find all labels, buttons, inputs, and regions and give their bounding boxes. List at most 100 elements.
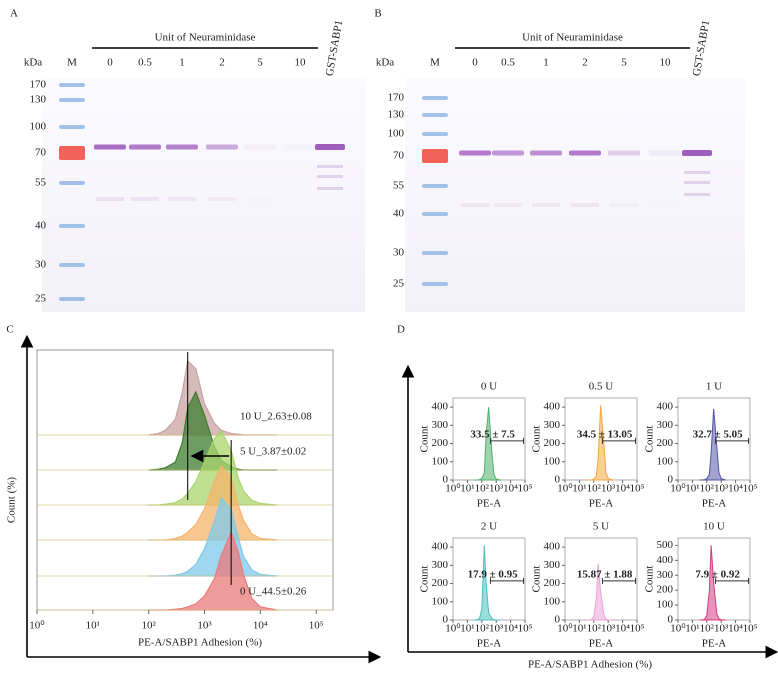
x-tick-label: 10⁵ xyxy=(309,620,324,632)
x-axis-label: PE-A xyxy=(477,638,502,650)
marker-size: 100 xyxy=(30,121,47,133)
y-tick-label: 100 xyxy=(657,455,674,467)
x-tick-label: 10⁰ xyxy=(445,623,461,635)
y-tick-label: 100 xyxy=(544,455,561,467)
marker-band xyxy=(422,149,448,163)
x-axis-label: PE-A xyxy=(477,498,502,510)
panel-label: B xyxy=(374,8,381,20)
group-label: Unit of Neuraminidase xyxy=(522,32,623,44)
marker-band xyxy=(59,181,85,185)
x-tick-label: 10⁰ xyxy=(29,620,45,632)
control-band-faint xyxy=(317,175,343,178)
x-tick-label: 10³ xyxy=(601,483,616,495)
x-tick-label: 10⁰ xyxy=(557,623,573,635)
y-tick-label: 0 xyxy=(555,614,561,626)
marker-size: 30 xyxy=(35,259,47,271)
histogram xyxy=(148,429,278,506)
control-band xyxy=(682,150,712,156)
protein-band xyxy=(569,150,601,156)
faint-band xyxy=(494,203,522,207)
control-band-faint xyxy=(684,193,710,196)
y-tick-label: 500 xyxy=(657,539,674,551)
annotation: 17.9 ± 0.95 xyxy=(468,568,519,580)
protein-band xyxy=(459,150,491,156)
marker-size: 40 xyxy=(393,208,405,220)
y-tick-label: 100 xyxy=(657,599,674,611)
x-tick-label: 10² xyxy=(142,620,157,632)
y-tick-label: 300 xyxy=(657,419,674,431)
x-tick-label: 10⁵ xyxy=(630,623,645,635)
marker-band xyxy=(422,96,448,100)
x-tick-label: 10¹ xyxy=(86,620,100,632)
y-tick-label: 200 xyxy=(432,437,449,449)
histogram xyxy=(586,563,613,621)
y-tick-label: 100 xyxy=(432,595,449,607)
y-tick-label: 300 xyxy=(544,419,561,431)
x-tick-label: 10² xyxy=(475,623,490,635)
y-tick-label: 0 xyxy=(443,614,449,626)
y-tick-label: 0 xyxy=(668,474,674,486)
histogram xyxy=(699,545,726,621)
x-tick-label: 10³ xyxy=(489,623,504,635)
control-band xyxy=(315,144,345,150)
marker-band xyxy=(422,282,448,286)
y-tick-label: 300 xyxy=(657,569,674,581)
y-tick-label: 400 xyxy=(432,401,449,413)
faint-band xyxy=(610,203,638,207)
y-axis-label: Count xyxy=(531,426,543,453)
x-tick-label: 10² xyxy=(587,623,602,635)
x-tick-label: 10³ xyxy=(601,623,616,635)
faint-band xyxy=(208,197,236,201)
marker-size: 55 xyxy=(35,177,47,189)
gel xyxy=(405,78,745,312)
faint-band xyxy=(131,197,159,201)
histogram xyxy=(474,545,501,621)
group-label: Unit of Neuraminidase xyxy=(155,32,256,44)
marker-size: 70 xyxy=(393,150,405,162)
y-tick-label: 400 xyxy=(657,554,674,566)
x-tick-label: 10¹ xyxy=(572,483,586,495)
protein-band xyxy=(206,144,238,150)
y-tick-label: 200 xyxy=(657,584,674,596)
unit-label: kDa xyxy=(24,57,42,69)
x-tick-label: 10³ xyxy=(197,620,212,632)
x-tick-label: 10⁵ xyxy=(743,483,758,495)
control-band-faint xyxy=(317,187,343,190)
marker-band xyxy=(422,132,448,136)
chart-title: 1 U xyxy=(706,381,722,393)
marker-band xyxy=(422,212,448,216)
x-tick-label: 10² xyxy=(587,483,602,495)
chart-title: 0.5 U xyxy=(589,381,614,393)
lane-label: 0.5 xyxy=(138,57,152,69)
chart-title: 0 U xyxy=(481,381,497,393)
marker-band xyxy=(422,113,448,117)
faint-band xyxy=(651,203,679,207)
chart-title: 5 U xyxy=(593,521,609,533)
y-tick-label: 200 xyxy=(657,437,674,449)
marker-band xyxy=(59,125,85,129)
x-tick-label: 10⁰ xyxy=(670,483,686,495)
marker-band xyxy=(59,98,85,102)
protein-band xyxy=(129,144,161,150)
y-axis-label: Count xyxy=(419,566,431,593)
lane-label: 1 xyxy=(543,57,549,69)
protein-band xyxy=(492,150,524,156)
panel-label: C xyxy=(6,324,13,336)
protein-band xyxy=(284,145,316,150)
x-tick-label: 10⁰ xyxy=(445,483,461,495)
marker-size: 170 xyxy=(388,92,405,104)
chart-title: 10 U xyxy=(703,521,725,533)
lane-label: 0.5 xyxy=(501,57,515,69)
marker-size: 170 xyxy=(30,79,47,91)
panel-label: A xyxy=(10,8,18,20)
marker-band xyxy=(59,83,85,87)
y-axis-label: Count (%) xyxy=(6,477,18,523)
lane-label: 5 xyxy=(621,57,627,69)
y-tick-label: 400 xyxy=(432,541,449,553)
y-tick-label: 200 xyxy=(544,577,561,589)
y-tick-label: 0 xyxy=(443,474,449,486)
marker-size: 70 xyxy=(35,147,47,159)
faint-band xyxy=(461,203,489,207)
control-band-faint xyxy=(684,171,710,174)
